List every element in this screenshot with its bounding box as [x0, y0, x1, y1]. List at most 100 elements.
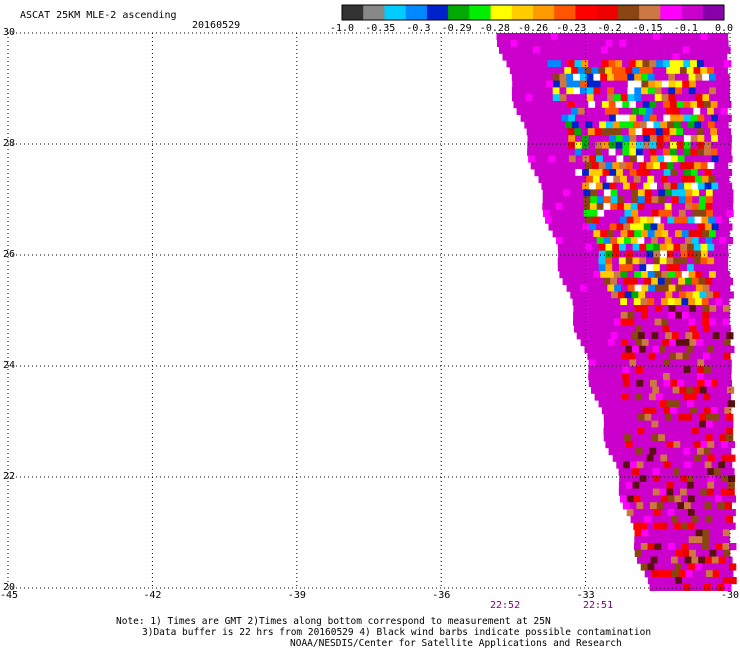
- swath-pixel: [652, 468, 660, 476]
- swath-pixel: [531, 121, 539, 129]
- swath-pixel: [681, 536, 690, 544]
- swath-pixel: [669, 325, 677, 333]
- swath-pixel: [619, 121, 627, 129]
- swath-pixel: [600, 230, 608, 238]
- swath-pixel: [632, 345, 640, 353]
- swath-pixel: [571, 257, 579, 265]
- swath-pixel: [667, 563, 676, 571]
- swath-pixel: [539, 73, 547, 81]
- swath-pixel: [716, 529, 724, 537]
- swath-pixel: [594, 60, 603, 68]
- swath-pixel: [684, 556, 692, 564]
- swath-pixel: [655, 549, 663, 557]
- swath-pixel: [622, 502, 630, 510]
- swath-pixel: [666, 33, 674, 41]
- swath-pixel: [690, 60, 698, 68]
- swath-pixel: [707, 468, 715, 476]
- swath-pixel: [611, 53, 619, 61]
- swath-pixel: [607, 87, 615, 95]
- swath-pixel: [569, 203, 577, 211]
- swath-pixel: [664, 413, 673, 421]
- swath-pixel: [700, 441, 708, 449]
- swath-pixel: [671, 189, 680, 197]
- swath-pixel: [556, 196, 564, 204]
- swath-pixel: [607, 311, 615, 319]
- swath-pixel: [527, 114, 535, 122]
- swath-pixel: [614, 305, 622, 313]
- swath-pixel: [649, 101, 657, 109]
- swath-pixel: [654, 536, 662, 544]
- swath-pixel: [661, 94, 669, 102]
- swath-pixel: [598, 257, 606, 265]
- swath-pixel: [631, 53, 639, 61]
- swath-pixel: [642, 325, 650, 333]
- swath-pixel: [673, 121, 682, 129]
- swath-pixel: [621, 393, 629, 401]
- swath-pixel: [629, 182, 637, 190]
- swath-pixel: [706, 386, 714, 394]
- swath-pixel: [658, 420, 666, 428]
- swath-pixel: [694, 121, 702, 129]
- swath-pixel: [646, 441, 654, 449]
- swath-pixel: [646, 162, 654, 170]
- swath-pixel: [635, 148, 644, 156]
- swath-pixel: [685, 515, 693, 523]
- swath-pixel: [619, 39, 627, 47]
- swath-pixel: [511, 87, 520, 95]
- swath-pixel: [564, 67, 572, 75]
- swath-pixel: [571, 107, 579, 115]
- swath-pixel: [548, 223, 556, 231]
- swath-pixel: [641, 352, 649, 360]
- swath-pixel: [683, 407, 691, 415]
- swath-pixel: [506, 60, 514, 68]
- swath-pixel: [706, 345, 715, 353]
- swath-pixel: [628, 128, 636, 136]
- swath-pixel: [625, 162, 634, 170]
- swath-pixel: [659, 345, 667, 353]
- swath-pixel: [710, 60, 718, 68]
- swath-pixel: [575, 223, 583, 231]
- swath-pixel: [715, 495, 723, 503]
- swath-pixel: [620, 298, 628, 306]
- colorbar-label: -0.35: [365, 23, 396, 34]
- swath-pixel: [654, 298, 662, 306]
- swath-pixel: [663, 359, 671, 367]
- swath-pixel: [680, 121, 688, 129]
- swath-pixel: [589, 277, 597, 285]
- swath-pixel: [690, 114, 698, 122]
- swath-pixel: [681, 73, 689, 81]
- swath-pixel: [678, 434, 686, 442]
- swath-pixel: [618, 345, 626, 353]
- swath-pixel: [659, 67, 667, 75]
- swath-pixel: [725, 427, 734, 435]
- swath-pixel: [524, 39, 532, 47]
- swath-pixel: [518, 87, 526, 95]
- swath-pixel: [601, 407, 610, 415]
- swath-pixel: [714, 33, 722, 41]
- swath-pixel: [658, 413, 666, 421]
- swath-pixel: [711, 379, 719, 387]
- swath-pixel: [651, 277, 659, 285]
- swath-pixel: [602, 141, 610, 149]
- swath-pixel: [719, 196, 727, 204]
- swath-pixel: [632, 481, 640, 489]
- swath-pixel: [587, 284, 595, 292]
- swath-pixel: [568, 182, 576, 190]
- swath-pixel: [546, 80, 554, 88]
- swath-pixel: [704, 141, 712, 149]
- swath-pixel: [690, 447, 698, 455]
- swath-pixel: [677, 379, 685, 387]
- swath-pixel: [557, 243, 565, 251]
- swath-pixel: [680, 250, 688, 258]
- swath-pixel: [532, 73, 540, 81]
- swath-pixel: [632, 107, 640, 115]
- swath-pixel: [647, 73, 655, 81]
- swath-pixel: [560, 46, 568, 54]
- swath-pixel: [547, 101, 555, 109]
- swath-pixel: [722, 529, 731, 537]
- swath-pixel: [637, 556, 645, 564]
- swath-pixel: [629, 373, 637, 381]
- swath-pixel: [638, 386, 646, 394]
- swath-pixel: [547, 148, 555, 156]
- swath-pixel: [692, 570, 700, 578]
